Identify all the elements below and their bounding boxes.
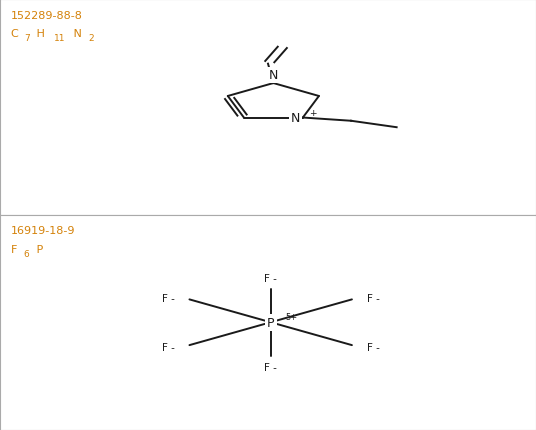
Text: N: N: [269, 69, 278, 82]
Text: H: H: [33, 29, 45, 39]
Text: +: +: [309, 109, 316, 118]
Text: F -: F -: [264, 273, 277, 283]
Text: F -: F -: [367, 342, 380, 352]
Text: F -: F -: [367, 293, 380, 303]
Text: 16919-18-9: 16919-18-9: [11, 226, 75, 236]
Text: F -: F -: [161, 293, 174, 303]
Text: F -: F -: [161, 342, 174, 352]
Text: N: N: [291, 112, 300, 125]
Text: 7: 7: [25, 34, 31, 43]
Text: 2: 2: [88, 34, 94, 43]
Text: C: C: [11, 29, 18, 39]
Text: N: N: [70, 29, 81, 39]
Text: 152289-88-8: 152289-88-8: [11, 11, 83, 21]
Text: 5+: 5+: [286, 312, 298, 321]
Text: 6: 6: [24, 249, 29, 258]
Text: F: F: [11, 244, 17, 254]
Text: F -: F -: [264, 362, 277, 372]
Text: P: P: [33, 244, 43, 254]
Text: P: P: [267, 316, 274, 329]
Text: 11: 11: [54, 34, 65, 43]
